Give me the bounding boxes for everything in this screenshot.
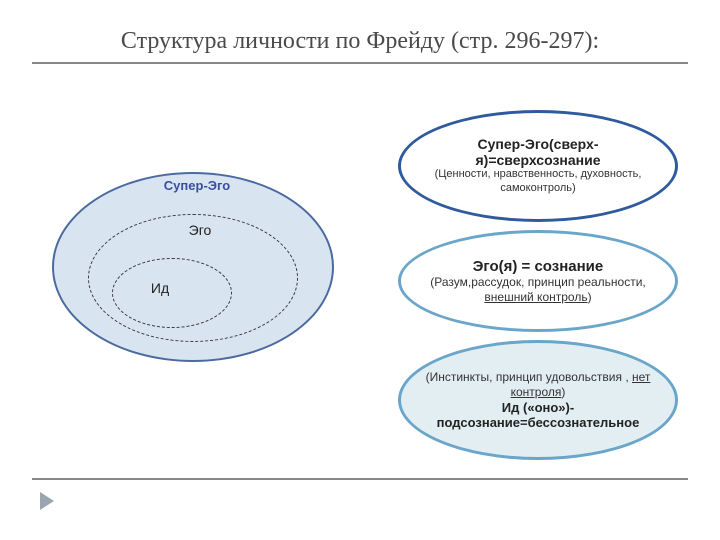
rule-bottom bbox=[32, 478, 688, 480]
bubble-ego-head: Эго(я) = сознание bbox=[473, 258, 604, 275]
bubble-ego-sub: (Разум,рассудок, принцип реальности, вне… bbox=[423, 275, 653, 305]
bubble-id: (Инстинкты, принцип удовольствия , нет к… bbox=[398, 340, 678, 460]
label-inner: Ид bbox=[130, 280, 190, 296]
bubble-id-head: Ид («оно»)-подсознание=бессознательное bbox=[437, 400, 640, 430]
corner-marker-icon bbox=[40, 492, 54, 510]
label-outer: Супер-Эго bbox=[142, 178, 252, 193]
bubble-ego: Эго(я) = сознание (Разум,рассудок, принц… bbox=[398, 230, 678, 332]
page-title: Структура личности по Фрейду (стр. 296-2… bbox=[0, 28, 720, 55]
label-middle: Эго bbox=[170, 222, 230, 238]
nested-ellipses bbox=[52, 172, 334, 362]
bubble-superego: Супер-Эго(сверх-я)=сверхсознание (Ценнос… bbox=[398, 110, 678, 222]
bubble-superego-head: Супер-Эго(сверх-я)=сверхсознание bbox=[475, 136, 600, 168]
rule-top bbox=[32, 62, 688, 64]
bubble-id-sub: (Инстинкты, принцип удовольствия , нет к… bbox=[423, 370, 653, 400]
bubble-superego-sub: (Ценности, нравственность, духовность, с… bbox=[423, 168, 653, 196]
